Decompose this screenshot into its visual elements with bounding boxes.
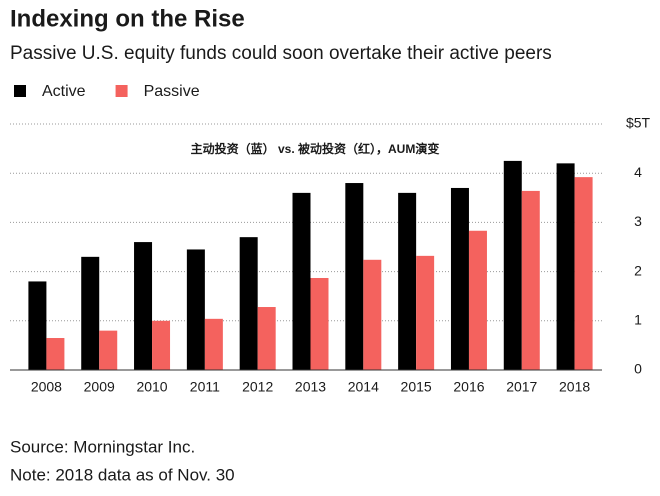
bar [46, 338, 65, 370]
y-tick-label: 3 [634, 213, 642, 229]
bar [292, 192, 311, 370]
x-tick-label: 2013 [295, 379, 326, 395]
y-tick-label: 0 [634, 361, 642, 377]
bar [239, 237, 258, 370]
x-tick-label: 2010 [136, 379, 167, 395]
bar [363, 259, 382, 370]
bar [257, 307, 276, 370]
bar [81, 256, 100, 370]
note: Note: 2018 data as of Nov. 30 [10, 465, 235, 484]
x-tick-label: 2017 [506, 379, 537, 395]
bar [398, 192, 417, 370]
y-tick-label: 1 [634, 312, 642, 328]
annotation: 主动投资（蓝） vs. 被动投资（红），AUM演变 [191, 141, 440, 156]
bar [310, 277, 329, 370]
x-tick-label: 2012 [242, 379, 273, 395]
x-tick-label: 2008 [31, 379, 62, 395]
bar [450, 187, 469, 370]
bar [186, 249, 205, 370]
bar [503, 160, 522, 370]
bar [28, 281, 47, 370]
legend-label: Active [42, 83, 86, 100]
source: Source: Morningstar Inc. [10, 437, 195, 456]
bar [468, 230, 487, 370]
legend-swatch [14, 85, 26, 97]
y-tick-label: $5T [626, 115, 651, 131]
bar [345, 183, 364, 370]
bar [204, 318, 223, 370]
x-tick-label: 2018 [559, 379, 590, 395]
bar [521, 190, 540, 370]
bar [556, 163, 575, 370]
bar [152, 320, 171, 370]
chart-subtitle: Passive U.S. equity funds could soon ove… [10, 43, 552, 64]
x-tick-label: 2016 [453, 379, 484, 395]
bar [416, 255, 435, 370]
x-tick-label: 2009 [84, 379, 115, 395]
legend-swatch [115, 85, 128, 97]
y-tick-label: 2 [634, 262, 642, 278]
x-tick-label: 2014 [348, 379, 379, 395]
bar [574, 177, 593, 370]
y-tick-label: 4 [634, 164, 642, 180]
bar [134, 242, 153, 370]
chart-title: Indexing on the Rise [10, 5, 245, 32]
x-tick-label: 2011 [190, 379, 220, 395]
x-tick-label: 2015 [401, 379, 432, 395]
bar [99, 330, 118, 370]
legend-label: Passive [144, 83, 200, 100]
